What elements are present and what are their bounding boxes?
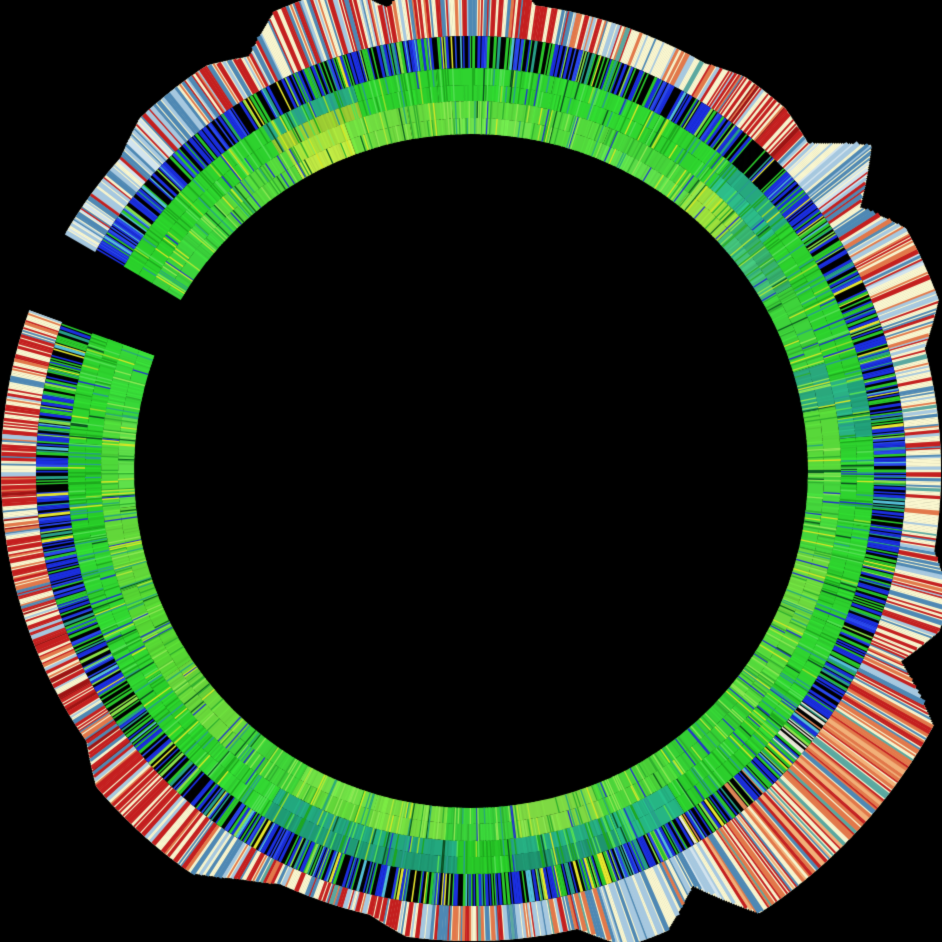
circular-genome-heatmap: [0, 0, 942, 942]
circular-heatmap-canvas: [0, 0, 942, 942]
